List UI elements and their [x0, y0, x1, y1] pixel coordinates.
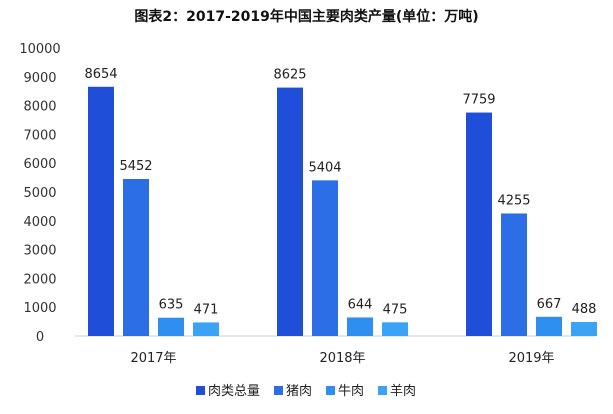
chart-title: 图表2：2017-2019年中国主要肉类产量(单位：万吨): [134, 9, 479, 25]
data-label: 488: [572, 302, 597, 317]
data-label: 667: [537, 297, 562, 312]
x-tick-label: 2018年: [319, 351, 365, 366]
bar: [466, 112, 492, 336]
data-label: 5404: [308, 160, 341, 175]
legend-swatch: [196, 386, 205, 395]
data-label: 471: [194, 302, 219, 317]
bar: [501, 213, 527, 336]
x-tick-label: 2019年: [508, 351, 554, 366]
y-tick-label: 4000: [23, 215, 56, 230]
bar: [347, 317, 373, 336]
legend-swatch: [326, 386, 335, 395]
y-tick-label: 6000: [23, 157, 56, 172]
bar: [123, 178, 149, 336]
y-tick-label: 7000: [23, 128, 56, 143]
y-tick-label: 0: [36, 330, 44, 345]
y-tick-label: 5000: [23, 186, 56, 201]
data-label: 8654: [84, 67, 117, 82]
bar: [88, 86, 114, 336]
bar: [536, 316, 562, 336]
data-label: 4255: [497, 193, 530, 208]
y-tick-label: 3000: [23, 244, 56, 259]
y-tick-label: 9000: [23, 71, 56, 86]
bar: [193, 322, 219, 336]
data-label: 644: [348, 297, 373, 312]
data-label: 635: [159, 298, 184, 313]
legend-swatch: [378, 386, 387, 395]
bar: [312, 180, 338, 336]
legend-entry: 牛肉: [338, 384, 364, 399]
y-tick-label: 2000: [23, 272, 56, 287]
data-label: 475: [383, 302, 408, 317]
legend-entry: 肉类总量: [208, 384, 260, 399]
data-label: 5452: [119, 159, 152, 174]
x-tick-label: 2017年: [130, 351, 176, 366]
bar: [382, 322, 408, 336]
data-label: 8625: [273, 68, 306, 83]
y-tick-label: 10000: [19, 42, 60, 57]
legend-swatch: [274, 386, 283, 395]
bar: [571, 321, 597, 336]
data-label: 7759: [462, 93, 495, 108]
bar: [158, 317, 184, 336]
legend-entry: 猪肉: [286, 384, 312, 399]
legend-entry: 羊肉: [390, 383, 416, 399]
y-tick-label: 1000: [23, 301, 56, 316]
bar: [277, 87, 303, 336]
y-tick-label: 8000: [23, 100, 56, 115]
